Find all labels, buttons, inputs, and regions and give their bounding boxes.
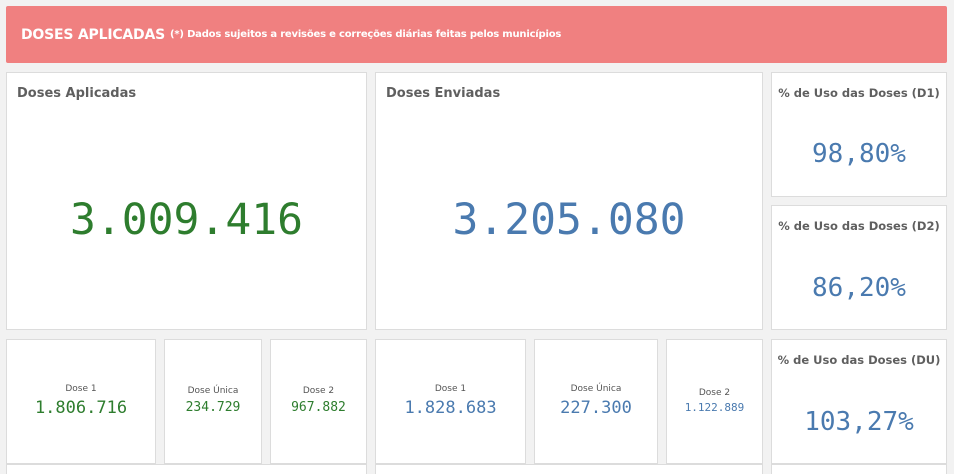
aplicadas-dose-unica-value: 234.729 — [185, 400, 241, 415]
doses-enviadas-title: Doses Enviadas — [386, 86, 501, 101]
aplicadas-dose-unica-card[interactable]: Dose Única 234.729 — [164, 339, 262, 464]
uso-du-title: % de Uso das Doses (DU) — [777, 353, 941, 367]
uso-d1-value: 98,80% — [812, 139, 906, 169]
enviadas-dose1-label: Dose 1 — [434, 384, 467, 394]
doses-enviadas-value: 3.205.080 — [452, 195, 686, 245]
aplicadas-dose1-label: Dose 1 — [65, 384, 97, 394]
enviadas-dose2-card[interactable]: Dose 2 1.122.889 — [666, 339, 763, 464]
uso-du-value: 103,27% — [804, 407, 914, 437]
uso-d1-title: % de Uso das Doses (D1) — [778, 86, 940, 100]
header-banner: DOSES APLICADAS (*) Dados sujeitos a rev… — [6, 6, 947, 63]
uso-d2-card[interactable]: % de Uso das Doses (D2) 86,20% — [771, 205, 947, 330]
uso-d1-card[interactable]: % de Uso das Doses (D1) 98,80% — [771, 72, 947, 197]
enviadas-dose-unica-label: Dose Única — [570, 384, 622, 394]
aplicadas-dose2-card[interactable]: Dose 2 967.882 — [270, 339, 367, 464]
next-row-card — [6, 464, 367, 474]
doses-aplicadas-value: 3.009.416 — [70, 195, 303, 245]
aplicadas-dose1-card[interactable]: Dose 1 1.806.716 — [6, 339, 156, 464]
enviadas-dose2-label: Dose 2 — [698, 388, 731, 398]
aplicadas-dose1-value: 1.806.716 — [34, 398, 128, 418]
banner-title: DOSES APLICADAS — [21, 26, 166, 43]
doses-enviadas-card[interactable]: Doses Enviadas 3.205.080 — [375, 72, 763, 330]
next-row-card — [771, 464, 947, 474]
banner-subtitle: (*) Dados sujeitos a revisões e correçõe… — [170, 29, 562, 40]
enviadas-dose2-value: 1.122.889 — [684, 401, 745, 414]
enviadas-dose-unica-card[interactable]: Dose Única 227.300 — [534, 339, 658, 464]
uso-d2-title: % de Uso das Doses (D2) — [778, 219, 940, 233]
aplicadas-dose2-label: Dose 2 — [302, 386, 335, 396]
uso-d2-value: 86,20% — [812, 273, 906, 303]
uso-du-card[interactable]: % de Uso das Doses (DU) 103,27% — [771, 339, 947, 464]
aplicadas-dose2-value: 967.882 — [291, 400, 346, 415]
enviadas-dose1-value: 1.828.683 — [404, 398, 497, 418]
doses-aplicadas-title: Doses Aplicadas — [17, 86, 137, 101]
aplicadas-dose-unica-label: Dose Única — [187, 386, 239, 396]
enviadas-dose-unica-value: 227.300 — [560, 398, 632, 418]
next-row-card — [375, 464, 763, 474]
doses-aplicadas-card[interactable]: Doses Aplicadas 3.009.416 — [6, 72, 367, 330]
enviadas-dose1-card[interactable]: Dose 1 1.828.683 — [375, 339, 526, 464]
